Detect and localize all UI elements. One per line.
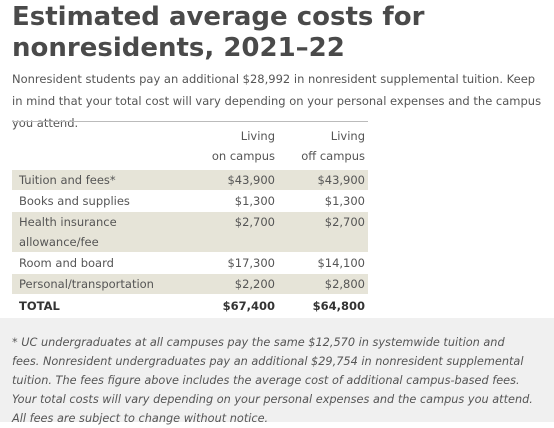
header-row: Living on campus Living off campus <box>12 121 368 170</box>
cell-text: $64,800 <box>312 299 365 313</box>
table-cell: $43,900 <box>278 169 368 191</box>
cell-text: Tuition and fees* <box>19 173 116 187</box>
cell-text: Books and supplies <box>19 194 130 208</box>
cell-text: on campus <box>211 149 275 163</box>
cell-text: $43,900 <box>317 173 365 187</box>
cell-text: $1,300 <box>324 194 365 208</box>
cell-text: off campus <box>301 149 365 163</box>
table-header: Living on campus Living off campus <box>12 121 368 170</box>
table-cell: Health insurance allowance/fee <box>12 211 189 253</box>
cost-table: Living on campus Living off campus Tuition … <box>12 121 368 317</box>
cell-text: $1,300 <box>234 194 275 208</box>
cell-text: $2,800 <box>324 277 365 291</box>
cell-text: $2,700 <box>234 215 275 229</box>
table-cell: Personal/transportation <box>12 273 189 295</box>
table-row: Room and board $17,300 $14,100 <box>12 252 368 274</box>
table-row: Tuition and fees* $43,900 $43,900 <box>12 169 368 191</box>
table-cell: $64,800 <box>278 294 368 317</box>
title: Estimated average costs for nonresidents… <box>12 2 425 63</box>
table-cell: Room and board <box>12 252 189 274</box>
cell-text: Room and board <box>19 256 114 270</box>
table-row: Personal/transportation $2,200 $2,800 <box>12 273 368 295</box>
cell-text: $43,900 <box>227 173 275 187</box>
table-cell: $67,400 <box>188 294 278 317</box>
cell-text: TOTAL <box>19 299 60 313</box>
table-cell: Books and supplies <box>12 190 189 212</box>
footnote: * UC undergraduates at all campuses pay … <box>0 318 554 425</box>
cell-text: $67,400 <box>222 299 275 313</box>
cell-text: Living <box>330 129 365 143</box>
cell-text: Health insurance <box>19 215 117 229</box>
table-row: TOTAL $67,400 $64,800 <box>12 294 368 317</box>
table-cell: $1,300 <box>188 190 278 212</box>
cell-text: $2,700 <box>324 215 365 229</box>
cell-text: allowance/fee <box>19 235 99 249</box>
cell-text: $14,100 <box>317 256 365 270</box>
table-cell: $2,800 <box>278 273 368 295</box>
table-cell: Tuition and fees* <box>12 169 189 191</box>
table-cell: Living off campus <box>278 121 368 170</box>
cell-text: Personal/transportation <box>19 277 154 291</box>
table-cell: $2,700 <box>188 211 278 253</box>
table-cell: $17,300 <box>188 252 278 274</box>
table-body: Tuition and fees* $43,900 $43,900 Books and… <box>12 169 368 317</box>
table-cell: $2,200 <box>188 273 278 295</box>
table-cell: $43,900 <box>188 169 278 191</box>
table-cell: Living on campus <box>188 121 278 170</box>
table-row: Health insurance allowance/fee $2,700 $2,70… <box>12 211 368 253</box>
cell-text: $17,300 <box>227 256 275 270</box>
table-cell <box>12 121 189 170</box>
table-row: Books and supplies $1,300 $1,300 <box>12 190 368 212</box>
table-cell: $2,700 <box>278 211 368 253</box>
cell-text: $2,200 <box>234 277 275 291</box>
table-cell: $1,300 <box>278 190 368 212</box>
cell-text: Living <box>240 129 275 143</box>
table-cell: TOTAL <box>12 294 189 317</box>
table-cell: $14,100 <box>278 252 368 274</box>
